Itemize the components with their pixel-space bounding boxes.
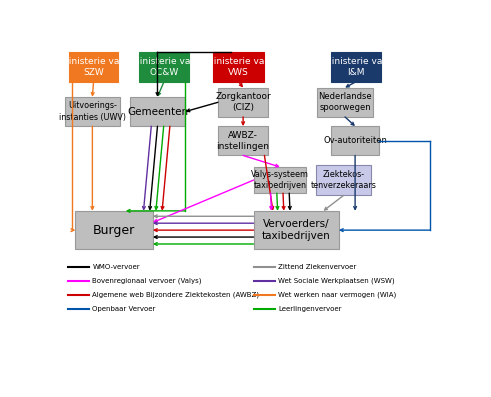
Bar xyxy=(316,165,371,195)
Text: Vervoerders/
taxibedrijven: Vervoerders/ taxibedrijven xyxy=(262,219,330,241)
Bar xyxy=(317,88,373,117)
Bar xyxy=(331,52,382,81)
Text: Algemene web Bijzondere Ziektekosten (AWBZ): Algemene web Bijzondere Ziektekosten (AW… xyxy=(92,291,260,298)
Text: Zorgkantoor
(CIZ): Zorgkantoor (CIZ) xyxy=(215,92,271,112)
Text: Ministerie van
I&M: Ministerie van I&M xyxy=(324,57,388,77)
Text: AWBZ-
instellingen: AWBZ- instellingen xyxy=(217,131,270,151)
Bar xyxy=(331,126,379,156)
Text: Openbaar Vervoer: Openbaar Vervoer xyxy=(92,306,156,312)
Text: Ministerie van
VWS: Ministerie van VWS xyxy=(206,57,271,77)
Text: Wet werken naar vermogen (WIA): Wet werken naar vermogen (WIA) xyxy=(278,291,397,298)
Bar xyxy=(65,97,119,126)
Bar xyxy=(139,52,189,81)
Text: Zittend Ziekenvervoer: Zittend Ziekenvervoer xyxy=(278,264,356,270)
Text: Burger: Burger xyxy=(93,224,135,237)
Bar xyxy=(253,167,306,193)
Text: Leerlingenvervoer: Leerlingenvervoer xyxy=(278,306,342,312)
Bar xyxy=(213,52,264,81)
Text: Bovenregionaal vervoer (Valys): Bovenregionaal vervoer (Valys) xyxy=(92,278,202,284)
Bar xyxy=(253,211,339,249)
Text: Valys-systeem
taxibedrijven: Valys-systeem taxibedrijven xyxy=(251,170,309,190)
Bar xyxy=(218,126,268,156)
Text: Ministerie van
OC&W: Ministerie van OC&W xyxy=(132,57,196,77)
Text: Ov-autoriteiten: Ov-autoriteiten xyxy=(323,136,387,145)
Bar xyxy=(75,211,153,249)
Text: Ziektekos-
tenverzekeraars: Ziektekos- tenverzekeraars xyxy=(310,170,377,190)
Text: Nederlandse
spoorwegen: Nederlandse spoorwegen xyxy=(318,92,372,112)
Text: Gemeenten: Gemeenten xyxy=(127,106,188,117)
Bar xyxy=(130,97,186,126)
Text: Ministerie van
SZW: Ministerie van SZW xyxy=(61,57,126,77)
Text: WMO-vervoer: WMO-vervoer xyxy=(92,264,140,270)
Bar xyxy=(218,88,268,117)
Text: Wet Sociale Werkplaatsen (WSW): Wet Sociale Werkplaatsen (WSW) xyxy=(278,278,395,284)
Bar xyxy=(69,52,118,81)
Text: Uitvoerings-
instanties (UWV): Uitvoerings- instanties (UWV) xyxy=(59,102,126,121)
